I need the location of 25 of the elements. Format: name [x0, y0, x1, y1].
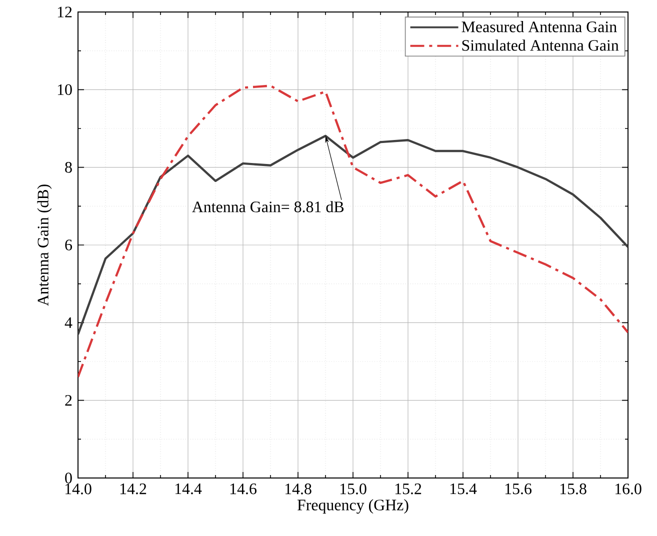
- y-tick-label: 4: [64, 317, 72, 328]
- x-tick-label: 14.0: [65, 484, 92, 494]
- legend-label: Simulated Antenna Gain: [462, 40, 619, 51]
- x-tick-label: 15.0: [340, 484, 366, 494]
- x-tick-label: 14.6: [230, 484, 256, 494]
- y-tick-label: 8: [65, 162, 72, 173]
- legend-label: Measured Antenna Gain: [462, 21, 617, 32]
- x-tick-label: 15.6: [505, 484, 532, 494]
- x-tick-label: 14.2: [120, 484, 146, 494]
- x-tick-label: 15.4: [450, 484, 477, 494]
- line-series: [78, 84, 628, 378]
- line-series: [78, 134, 628, 336]
- x-tick-label: 15.8: [560, 484, 586, 494]
- y-tick-label: 10: [58, 84, 72, 96]
- x-axis-title: Frequency (GHz): [297, 499, 408, 514]
- x-tick-label: 14.4: [175, 484, 202, 494]
- annotation: Antenna Gain= 8.81 dB: [192, 201, 344, 212]
- y-tick-label: 0: [65, 472, 72, 484]
- y-tick-label: 6: [65, 240, 72, 250]
- y-tick-label: 12: [58, 6, 72, 18]
- y-axis-title: Antenna Gain (dB): [37, 184, 52, 306]
- x-tick-label: 16.0: [615, 484, 642, 494]
- x-tick-label: 15.2: [395, 484, 422, 494]
- y-tick-label: 2: [65, 395, 72, 406]
- x-tick-label: 14.8: [285, 484, 312, 494]
